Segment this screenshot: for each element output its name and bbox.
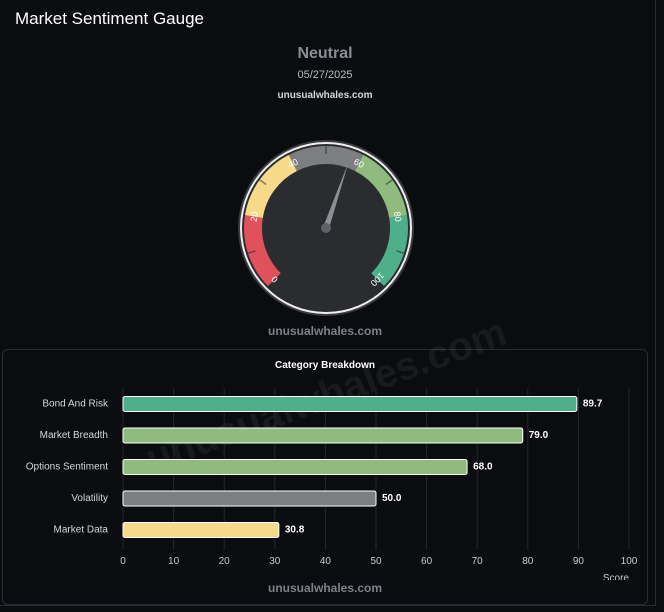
x-tick-label: 0 [120,556,126,567]
gauge-zone-3 [355,154,407,218]
category-label: Market Breadth [40,430,108,441]
x-tick-label: 30 [269,556,281,567]
x-tick-label: 70 [472,556,484,567]
x-tick-label: 40 [320,556,332,567]
gauge-zone-4 [371,215,408,286]
bar-value-label: 30.8 [285,525,305,536]
x-tick-label: 20 [219,556,231,567]
bar [122,459,468,475]
gauge-watermark: unusualwhales.com [267,324,383,338]
gauge-tick [385,179,393,186]
bar-value-label: 50.0 [382,493,402,504]
category-label: Volatility [71,493,108,504]
x-tick-label: 50 [370,556,382,567]
gauge-zone-0 [244,215,281,286]
gauge-tick-label: 60 [352,157,365,170]
gauge-tick-label: 80 [392,211,403,222]
bar-value-label: 79.0 [529,430,549,441]
bar [122,427,524,444]
category-label: Options Sentiment [26,462,108,473]
bar [122,396,578,412]
x-tick-label: 100 [621,556,638,567]
gauge-zone-1 [245,154,297,218]
chart-title: Category Breakdown [274,360,376,371]
page-title: Market Sentiment Gauge [15,9,204,28]
gauge-tick-label: 0 [269,274,280,285]
gauge-zone-2 [288,146,364,171]
date-label: 05/27/2025 [297,69,353,81]
category-bar-chart: 0 10 20 30 40 50 60 70 80 90 100 Score Bond And Risk… [26,388,638,580]
gauge-needle [323,161,349,229]
source-label: unusualwhales.com [277,90,373,101]
x-axis-label: Score [603,573,630,580]
page-frame [0,0,656,606]
x-tick-label: 90 [573,556,585,567]
bar [122,490,377,507]
gauge-tick-label: 40 [286,157,299,170]
gauge-tick-label: 20 [249,211,260,222]
category-label: Market Data [54,525,109,536]
gauge-tick [247,250,256,255]
gauge-tick [259,179,267,186]
category-breakdown-panel [2,349,648,605]
x-tick-label: 80 [522,556,534,567]
gauge-tick [396,250,405,255]
x-tick-label: 60 [421,556,433,567]
sentiment-label: Neutral [297,45,353,62]
bar-value-label: 89.7 [583,399,603,410]
chart-watermark: unusualwhales.com [267,581,383,595]
bar [122,522,280,538]
bar-value-label: 68.0 [473,462,493,473]
category-label: Bond And Risk [42,399,109,410]
x-tick-label: 10 [168,556,180,567]
gauge-needle-hub [321,223,331,233]
